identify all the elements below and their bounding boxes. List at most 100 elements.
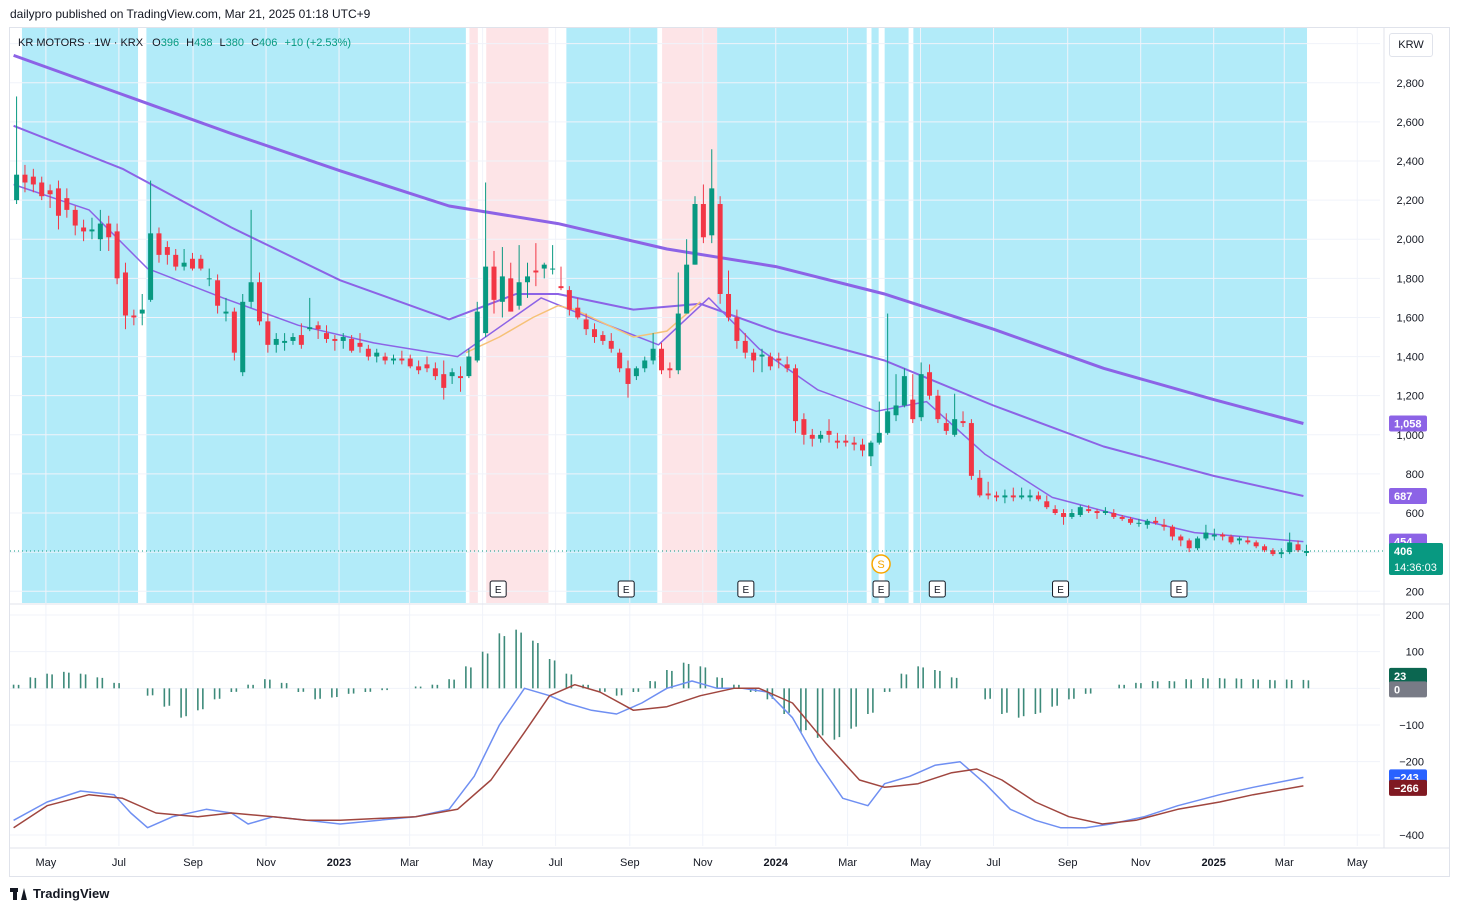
macd-tick-label: −400 (1399, 830, 1424, 842)
candle-body (449, 372, 455, 377)
time-tick-label: Sep (183, 857, 203, 869)
candle-body (424, 364, 430, 369)
candle-body (1253, 542, 1259, 547)
candle-body (14, 174, 20, 201)
candle-body (1211, 534, 1217, 537)
candle-body (851, 442, 857, 445)
candle-body (248, 282, 254, 302)
candle-body (499, 276, 505, 302)
candle-body (550, 268, 556, 270)
last-price-badge: 406 (1394, 546, 1412, 558)
candle-body (1136, 522, 1142, 524)
moving-average-line (13, 53, 1304, 425)
legend-close: 406 (259, 37, 277, 49)
candle-body (1144, 520, 1150, 525)
candle-body (1169, 526, 1175, 537)
candle-body (726, 293, 732, 318)
candle-body (985, 493, 991, 496)
candle-body (97, 223, 103, 240)
candle-body (977, 477, 983, 496)
candle-body (1228, 536, 1234, 543)
candle-body (89, 229, 95, 232)
background-zone (469, 28, 478, 603)
price-tick-label: 2,200 (1396, 195, 1424, 207)
chart-legend[interactable]: KR MOTORS · 1W · KRX O396 H438 L380 C406… (18, 37, 351, 49)
candle-body (935, 395, 941, 420)
candle-body (382, 356, 388, 361)
candle-body (340, 337, 346, 341)
macd-series-line (13, 683, 1304, 829)
candle-body (189, 258, 195, 269)
background-zone (146, 28, 466, 603)
price-tick-label: 1,600 (1396, 312, 1424, 324)
time-tick-label: May (472, 857, 493, 869)
tradingview-logo-icon (10, 887, 28, 900)
price-tick-label: 1,200 (1396, 391, 1424, 403)
macd-pane (12, 629, 1310, 829)
candle-body (164, 247, 170, 255)
legend-symbol[interactable]: KR MOTORS · 1W · KRX (18, 37, 144, 49)
zero-badge: 0 (1394, 684, 1400, 696)
candle-body (1035, 495, 1041, 500)
candle-body (265, 321, 271, 345)
earnings-event-label: E (495, 585, 502, 596)
earnings-event-icon (737, 580, 755, 598)
candle-body (893, 405, 899, 416)
candle-body (834, 440, 840, 443)
price-tick-label: 2,800 (1396, 78, 1424, 90)
candle-body (524, 276, 530, 283)
tradingview-logo[interactable]: TradingView (10, 886, 109, 901)
earnings-event-label: E (623, 585, 630, 596)
candle-body (390, 358, 396, 361)
candle-body (1044, 501, 1050, 508)
chart-frame (9, 27, 1450, 877)
time-tick-label: Jul (112, 857, 126, 869)
candle-body (650, 348, 656, 361)
candle-body (860, 444, 866, 451)
candle-body (592, 329, 598, 338)
moving-average-line (465, 301, 701, 354)
candle-body (131, 315, 137, 318)
candle-body (156, 233, 162, 255)
candle-body (323, 333, 329, 339)
macd-tick-label: 200 (1406, 610, 1424, 622)
candle-body (516, 282, 522, 306)
candle-body (684, 264, 690, 314)
candle-body (826, 430, 832, 435)
candle-body (72, 209, 78, 226)
candle-body (943, 423, 949, 431)
currency-selector[interactable]: KRW (1389, 33, 1433, 57)
grid (10, 28, 1380, 846)
candle-body (583, 319, 589, 330)
candle-body (642, 360, 648, 369)
candle-body (282, 340, 288, 343)
histogram-badge-bg (1389, 667, 1427, 684)
candle-body (508, 278, 514, 312)
earnings-event-icon (617, 580, 635, 598)
candle-body (952, 419, 958, 435)
candle-body (1270, 550, 1276, 555)
candle-body (751, 352, 757, 361)
candle-body (633, 368, 639, 377)
candle-body (533, 270, 539, 273)
earnings-event-icon (928, 580, 946, 598)
candle-body (776, 358, 782, 361)
candle-body (148, 233, 154, 300)
legend-high-label: H (186, 37, 194, 49)
background-zone (717, 28, 867, 603)
candle-body (407, 358, 413, 367)
candle-body (1069, 513, 1075, 517)
candle-body (273, 338, 279, 345)
bar-countdown: 14:36:03 (1394, 562, 1437, 574)
price-tick-label: 200 (1406, 586, 1424, 598)
candle-body (968, 423, 974, 476)
candle-body (47, 190, 53, 195)
earnings-event-label: E (1057, 585, 1064, 596)
candle-body (315, 325, 321, 330)
candle-body (198, 258, 204, 269)
earnings-event-icon (489, 580, 507, 598)
candle-body (734, 317, 740, 341)
candle-body (491, 266, 497, 300)
